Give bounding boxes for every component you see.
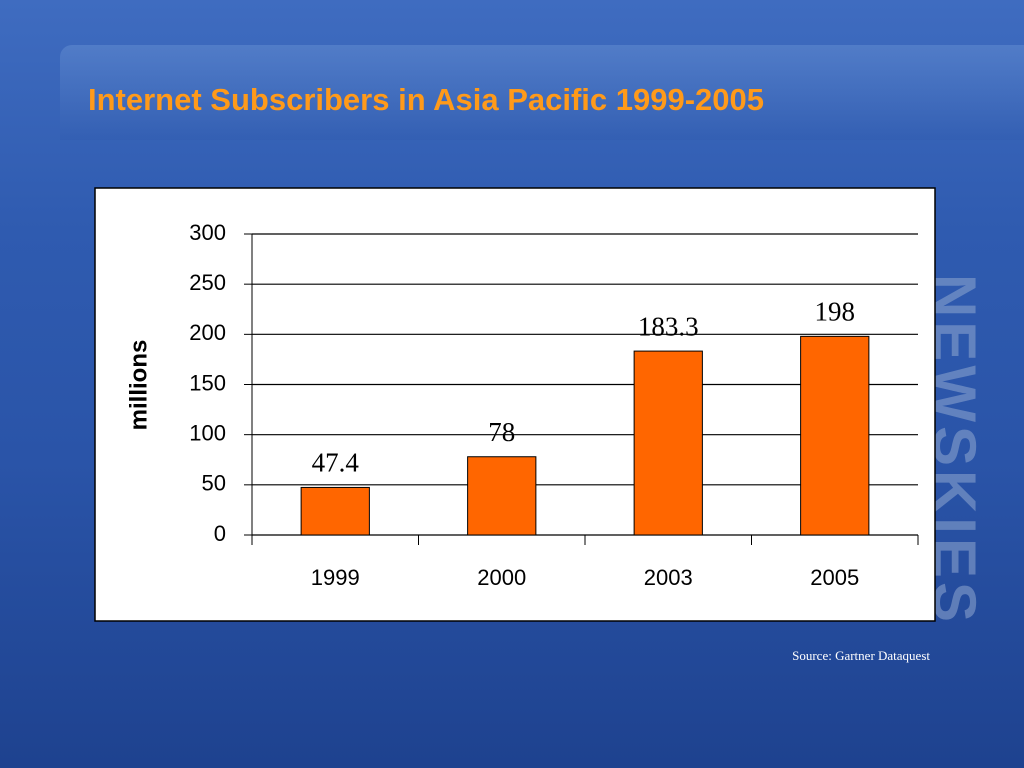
y-tick-label: 300: [189, 220, 226, 245]
y-tick-label: 250: [189, 270, 226, 295]
x-tick-label: 2003: [644, 565, 693, 590]
chart-title: Internet Subscribers in Asia Pacific 199…: [88, 82, 765, 117]
y-tick-label: 50: [202, 471, 226, 496]
x-tick-label: 2005: [810, 565, 859, 590]
header-band: [60, 45, 1024, 140]
x-tick-label: 2000: [477, 565, 526, 590]
bar: [467, 456, 537, 536]
y-tick-label: 100: [189, 420, 226, 445]
source: Source: Gartner Dataquest: [792, 648, 930, 663]
chart-panel: [94, 187, 936, 622]
y-tick-label: 200: [189, 320, 226, 345]
bar: [800, 335, 870, 536]
y-axis-label: millions: [125, 340, 152, 431]
bar: [300, 486, 370, 536]
value-label: 47.4: [312, 448, 360, 478]
y-tick-label: 150: [189, 370, 226, 395]
x-tick-label: 1999: [311, 565, 360, 590]
bar: [633, 350, 703, 536]
value-label: 198: [815, 297, 856, 327]
value-label: 183.3: [638, 311, 699, 341]
y-tick-label: 0: [214, 521, 226, 546]
value-label: 78: [488, 417, 515, 447]
